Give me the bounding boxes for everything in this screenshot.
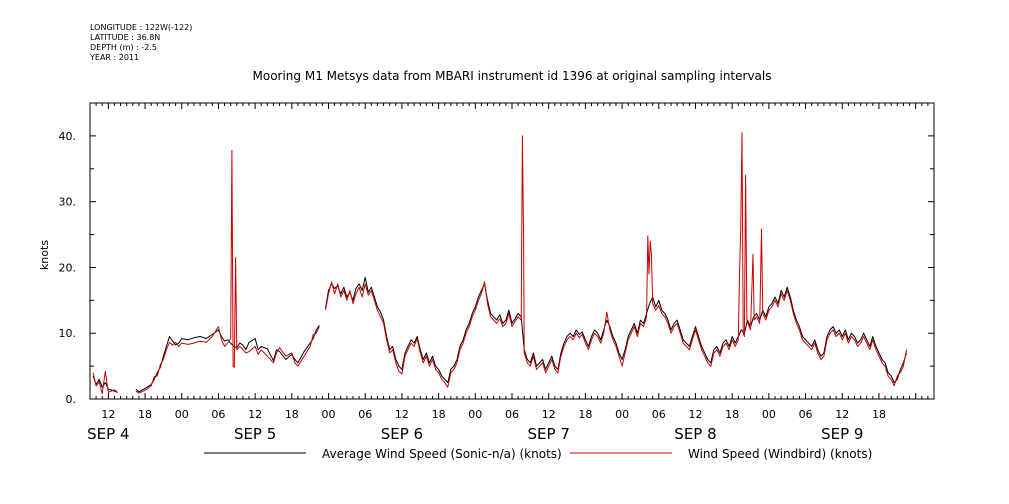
longitude-label: LONGITUDE : 122W(-122) <box>90 23 192 32</box>
y-tick-label: 20. <box>59 261 77 274</box>
date-label: SEP 5 <box>234 425 276 443</box>
date-label: SEP 9 <box>821 425 863 443</box>
x-tick-label: 12 <box>395 408 409 421</box>
x-tick-label: 00 <box>615 408 629 421</box>
y-tick-label: 10. <box>59 327 77 340</box>
x-tick-label: 18 <box>872 408 886 421</box>
x-tick-label: 18 <box>432 408 446 421</box>
x-tick-label: 00 <box>322 408 336 421</box>
year-label: YEAR : 2011 <box>89 53 139 62</box>
x-tick-label: 00 <box>762 408 776 421</box>
average-series-line <box>325 276 907 384</box>
x-tick-label: 00 <box>175 408 189 421</box>
date-label: SEP 6 <box>381 425 423 443</box>
date-label: SEP 7 <box>528 425 570 443</box>
windbird-series-line <box>92 370 118 395</box>
x-tick-label: 00 <box>468 408 482 421</box>
x-tick-label: 06 <box>211 408 225 421</box>
legend: Average Wind Speed (Sonic-n/a) (knots) W… <box>204 447 872 461</box>
x-tick-label: 12 <box>101 408 115 421</box>
axis-labels: 0. 10. 20. 30. 40. 12 18 00 06 12 18 00 06 12 18 00 06 12… <box>59 130 886 443</box>
windbird-series-line <box>325 132 907 388</box>
date-label: SEP 8 <box>674 425 716 443</box>
series-lines <box>92 132 907 395</box>
legend-average-label: Average Wind Speed (Sonic-n/a) (knots) <box>322 447 562 461</box>
x-tick-label: 12 <box>542 408 556 421</box>
depth-label: DEPTH (m) : -2.5 <box>90 43 157 52</box>
legend-windbird-label: Wind Speed (Windbird) (knots) <box>688 447 872 461</box>
x-tick-label: 06 <box>799 408 813 421</box>
x-tick-label: 18 <box>725 408 739 421</box>
y-tick-label: 40. <box>59 130 77 143</box>
x-tick-label: 18 <box>138 408 152 421</box>
y-tick-label: 30. <box>59 196 77 209</box>
x-tick-label: 18 <box>285 408 299 421</box>
x-tick-label: 12 <box>835 408 849 421</box>
date-label: SEP 4 <box>87 425 129 443</box>
latitude-label: LATITUDE : 36.8N <box>90 33 160 42</box>
x-tick-label: 12 <box>688 408 702 421</box>
axis-ticks <box>89 102 935 400</box>
x-tick-label: 12 <box>248 408 262 421</box>
x-tick-label: 06 <box>505 408 519 421</box>
plot-frame <box>89 102 935 400</box>
x-tick-label: 06 <box>652 408 666 421</box>
y-axis-label: knots <box>38 240 51 270</box>
y-tick-label: 0. <box>66 393 77 406</box>
x-tick-label: 06 <box>358 408 372 421</box>
chart-title: Mooring M1 Metsys data from MBARI instru… <box>253 69 772 83</box>
windbird-series-line <box>135 149 320 394</box>
x-tick-label: 18 <box>578 408 592 421</box>
